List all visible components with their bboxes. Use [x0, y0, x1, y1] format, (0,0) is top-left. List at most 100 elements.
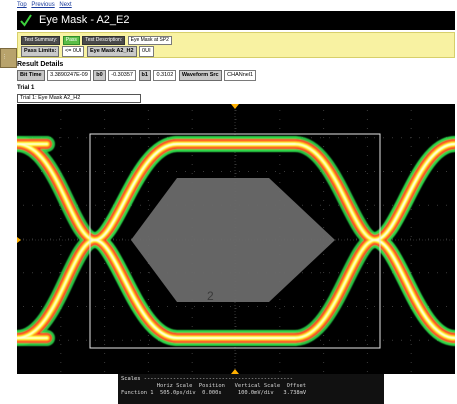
grid-dot — [320, 272, 321, 274]
nav-next-link[interactable]: Next — [59, 2, 72, 8]
grid-dot — [279, 182, 281, 183]
grid-dot — [437, 171, 438, 172]
grid-dot — [23, 306, 24, 307]
side-panel-tab[interactable]: ⋮ — [0, 48, 17, 68]
grid-dot — [60, 371, 62, 372]
grid-dot — [59, 339, 60, 341]
param-bit-time-value: 3.3890247E-09 — [47, 70, 91, 81]
grid-dot — [95, 306, 96, 307]
grid-dot — [60, 155, 62, 156]
grid-dot — [410, 227, 412, 228]
grid-dot — [374, 204, 375, 206]
grid-dot — [392, 306, 393, 307]
grid-dot — [104, 182, 106, 183]
grid-dot — [131, 137, 132, 139]
grid-dot — [59, 204, 60, 206]
grid-dot — [235, 110, 237, 111]
nav-top-link[interactable]: Top — [17, 2, 27, 8]
grid-dot — [147, 371, 149, 372]
grid-dot — [131, 204, 132, 206]
grid-dot — [347, 238, 348, 240]
summary-panel: Test Summary: Pass Test Description: Eye… — [17, 32, 455, 58]
grid-dot — [257, 306, 258, 307]
grid-dot — [279, 119, 281, 120]
grid-dot — [410, 317, 412, 318]
grid-dot — [320, 204, 321, 206]
eye-trace — [17, 143, 48, 339]
nav-previous-link[interactable]: Previous — [31, 2, 55, 8]
grid-dot — [60, 209, 62, 210]
grid-dot — [329, 272, 330, 274]
grid-dot — [410, 371, 412, 372]
grid-dot — [221, 171, 222, 172]
measurement-window — [89, 133, 381, 349]
grid-dot — [410, 137, 411, 139]
grid-dot — [239, 171, 240, 172]
grid-dot — [68, 306, 69, 307]
grid-dot — [366, 164, 368, 165]
grid-dot — [401, 306, 402, 307]
pass-limits-label: Pass Limits: — [21, 46, 60, 57]
grid-dot — [401, 137, 402, 139]
grid-dot — [235, 353, 237, 354]
grid-dot — [122, 339, 123, 341]
col-spacer — [121, 383, 157, 389]
grid-dot — [235, 164, 237, 165]
eye-trace — [370, 139, 455, 343]
grid-dot — [356, 171, 357, 172]
grid-dot — [419, 238, 420, 240]
grid-dot — [60, 227, 62, 228]
grid-dot — [320, 137, 321, 139]
grid-dot — [77, 238, 78, 240]
grid-dot — [131, 272, 132, 274]
grid-dot — [365, 204, 366, 206]
grid-dot — [279, 362, 281, 363]
grid-dot — [191, 110, 193, 111]
grid-dot — [366, 110, 368, 111]
test-description-value: Eye Mask at SP2 — [127, 36, 172, 45]
grid-dot — [194, 171, 195, 172]
grid-dot — [68, 238, 69, 240]
grid-dot — [366, 263, 368, 264]
grid-dot — [356, 137, 357, 139]
grid-dot — [366, 137, 368, 138]
grid-dot — [366, 191, 368, 192]
grid-dot — [323, 335, 325, 336]
grid-dot — [60, 362, 62, 363]
grid-dot — [366, 317, 368, 318]
grid-dot — [230, 171, 231, 172]
grid-dot — [104, 128, 106, 129]
grid-dot — [203, 171, 204, 172]
grid-dot — [104, 299, 106, 300]
grid-dot — [374, 306, 375, 307]
grid-dot — [366, 209, 368, 210]
grid-dot — [248, 171, 249, 172]
grid-dot — [366, 281, 368, 282]
grid-dot — [392, 171, 393, 172]
grid-dot — [323, 200, 325, 201]
grid-dot — [410, 236, 412, 237]
grid-dot — [428, 306, 429, 307]
grid-dot — [140, 272, 141, 274]
grid-dot — [59, 238, 60, 240]
grid-dot — [60, 164, 62, 165]
grid-dot — [95, 272, 96, 274]
eye-mask-polygon — [131, 178, 335, 302]
grid-dot — [60, 146, 62, 147]
grid-dot — [383, 272, 384, 274]
grid-dot — [77, 306, 78, 307]
grid-dot — [167, 306, 168, 307]
grid-dot — [23, 272, 24, 274]
grid-dot — [410, 326, 412, 327]
eye-trace — [94, 143, 178, 339]
grid-dot — [212, 306, 213, 307]
grid-dot — [279, 164, 281, 165]
grid-dot — [104, 110, 106, 111]
grid-dot — [410, 245, 412, 246]
grid-dot — [311, 204, 312, 206]
grid-dot — [410, 339, 411, 341]
grid-dot — [356, 306, 357, 307]
grid-dot — [104, 173, 106, 174]
grid-dot — [60, 335, 62, 336]
grid-dot — [410, 254, 412, 255]
